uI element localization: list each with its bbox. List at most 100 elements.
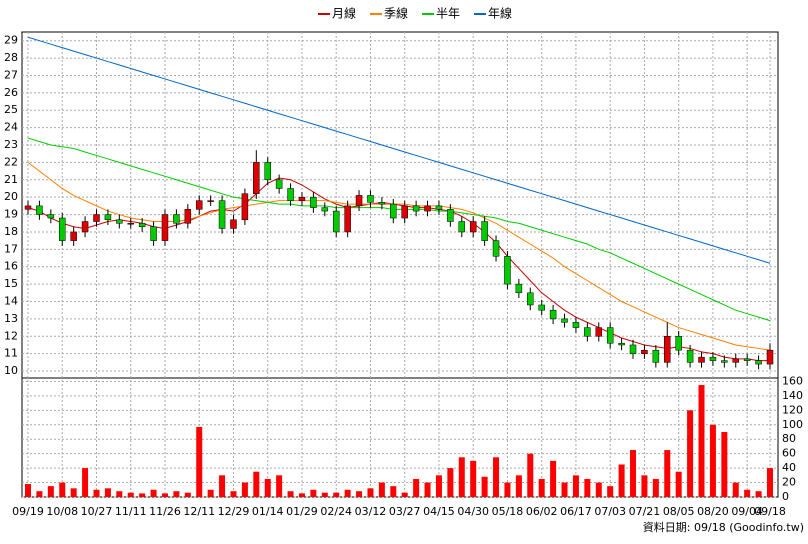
candle-body xyxy=(104,214,112,221)
y-tick-label: 14 xyxy=(4,294,18,307)
candle-body xyxy=(595,327,603,337)
x-tick-label: 08/05 xyxy=(663,505,695,518)
candle-body xyxy=(755,360,762,365)
candle-body xyxy=(264,162,271,181)
legend-label: 季線 xyxy=(384,6,408,21)
candle-body xyxy=(504,256,511,285)
legend-label: 半年 xyxy=(436,7,460,21)
x-tick-label: 11/11 xyxy=(115,505,147,518)
candle-body xyxy=(378,202,386,205)
volume-bar xyxy=(93,489,100,497)
volume-bar xyxy=(219,475,226,497)
x-tick-label: 05/18 xyxy=(492,505,524,518)
volume-bar xyxy=(333,492,340,497)
volume-bar xyxy=(641,475,648,497)
volume-bar xyxy=(378,482,385,497)
candle-body xyxy=(173,214,180,224)
volume-bar xyxy=(767,468,773,497)
volume-bar xyxy=(207,489,214,497)
volume-bar xyxy=(104,488,111,497)
candle-body xyxy=(709,356,717,361)
volume-bar xyxy=(413,478,420,497)
candle-body xyxy=(344,205,351,233)
volume-bar xyxy=(630,450,637,497)
volume-bar xyxy=(139,493,146,497)
x-tick-label: 02/24 xyxy=(320,505,352,518)
candle-body xyxy=(766,349,774,365)
x-tick-label: 01/29 xyxy=(286,505,318,518)
x-tick-label: 03/12 xyxy=(355,505,387,518)
candle-body xyxy=(572,322,580,328)
x-tick-label: 01/14 xyxy=(252,505,284,518)
volume-bar xyxy=(447,468,454,497)
candle-body xyxy=(675,336,682,351)
candle-body xyxy=(332,210,340,233)
candle-body xyxy=(458,221,466,233)
candle-body xyxy=(561,318,568,323)
x-tick-label: 12/29 xyxy=(218,505,250,518)
volume-bar xyxy=(664,450,671,497)
volume-bar xyxy=(253,471,260,497)
plot-frame xyxy=(21,31,779,498)
y-tick-label: 16 xyxy=(4,260,18,273)
candle-body xyxy=(549,309,557,320)
y-tick-label: 20 xyxy=(4,190,18,203)
candle-body xyxy=(310,196,317,208)
volume-bar xyxy=(116,491,123,497)
y-tick-label: 23 xyxy=(4,138,18,151)
volume-bar xyxy=(310,489,317,497)
x-tick-label: 06/02 xyxy=(526,505,558,518)
volume-bar xyxy=(618,464,625,497)
candle-body xyxy=(538,304,545,311)
candle-body xyxy=(469,221,477,233)
candle-body xyxy=(481,221,488,241)
candle-body xyxy=(275,179,283,189)
candle-body xyxy=(355,195,363,207)
moving-average-line xyxy=(27,36,771,264)
x-tick-label: 06/17 xyxy=(560,505,592,518)
candle-body xyxy=(401,205,408,219)
candle-body xyxy=(287,188,294,201)
x-tick-label: 03/27 xyxy=(389,505,421,518)
y-tick-label: 17 xyxy=(4,242,18,255)
x-tick-label: 07/03 xyxy=(594,505,626,518)
candle-body xyxy=(47,214,55,219)
candle-body xyxy=(390,203,397,219)
x-tick-label: 09/18 xyxy=(754,505,786,518)
candle-body xyxy=(195,200,203,210)
candle-body xyxy=(253,162,260,194)
y2-tick-label: 40 xyxy=(782,461,796,474)
candle-body xyxy=(241,193,249,221)
y-tick-label: 28 xyxy=(4,51,18,64)
y-tick-label: 26 xyxy=(4,86,18,99)
volume-bar xyxy=(675,471,682,497)
volume-bar xyxy=(401,492,408,497)
y2-tick-label: 0 xyxy=(782,490,789,503)
volume-bar xyxy=(458,457,465,497)
candle-body xyxy=(664,336,671,363)
y-tick-label: 15 xyxy=(4,277,18,290)
x-tick-label: 11/26 xyxy=(149,505,181,518)
x-tick-label: 09/04 xyxy=(731,505,763,518)
candle-body xyxy=(58,217,66,241)
legend-label: 年線 xyxy=(488,6,512,21)
volume-bar xyxy=(127,492,134,497)
candle-body xyxy=(230,219,237,229)
volume-bar xyxy=(25,484,31,497)
volume-bar xyxy=(390,486,397,497)
volume-bar xyxy=(287,491,294,497)
volume-bar xyxy=(241,482,248,497)
volume-bar xyxy=(572,475,579,497)
candle-body xyxy=(652,349,660,363)
volume-bar xyxy=(150,489,157,497)
candle-body xyxy=(527,292,534,306)
volume-bar xyxy=(755,491,762,497)
volume-bar xyxy=(470,460,477,497)
candle-body xyxy=(584,327,591,337)
volume-bar xyxy=(435,475,442,497)
volume-bar xyxy=(424,482,431,497)
volume-bar xyxy=(264,478,271,497)
x-tick-label: 08/20 xyxy=(697,505,729,518)
y-tick-label: 25 xyxy=(4,103,18,116)
